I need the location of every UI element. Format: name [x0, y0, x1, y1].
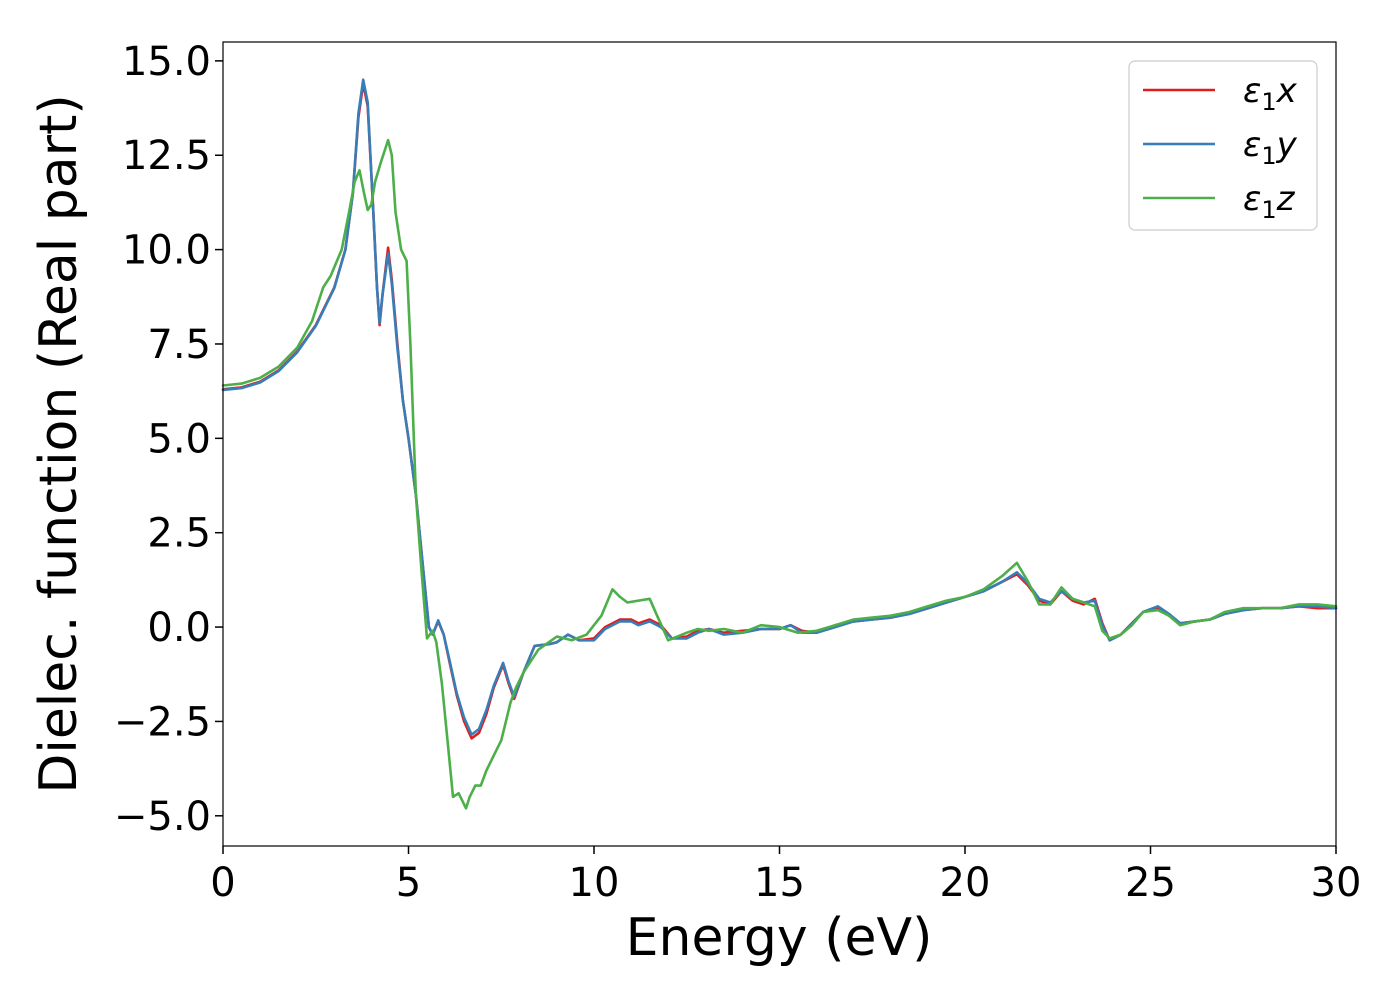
- series-line-y: [221, 78, 1338, 736]
- x-axis-label: Energy (eV): [626, 908, 933, 968]
- x-tick-label: 30: [1311, 860, 1362, 906]
- x-tick-label: 25: [1125, 860, 1176, 906]
- series-line-z: [221, 138, 1338, 810]
- y-tick-label: 5.0: [147, 416, 211, 462]
- y-tick-label: 15.0: [122, 39, 211, 85]
- x-axis-ticks: 0 5 10 15 20 25 30: [210, 846, 1361, 906]
- y-tick-label: 10.0: [122, 228, 211, 274]
- y-axis-ticks: −5.0 −2.5 0.0 2.5 5.0 7.5 10.0 12.5 15.0: [114, 39, 223, 840]
- legend-label-z: ε1z: [1243, 179, 1296, 224]
- x-tick-label: 5: [396, 860, 421, 906]
- y-tick-label: 12.5: [122, 133, 211, 179]
- legend-box: [1128, 60, 1318, 231]
- x-tick-label: 20: [940, 860, 991, 906]
- y-tick-label: 0.0: [147, 605, 211, 651]
- legend: ε1x ε1y ε1z: [1128, 60, 1318, 231]
- y-tick-label: 7.5: [147, 322, 211, 368]
- y-tick-label: −2.5: [114, 699, 211, 745]
- series-group: [221, 78, 1338, 810]
- y-tick-label: −5.0: [114, 794, 211, 840]
- legend-label-y: ε1y: [1243, 125, 1298, 170]
- x-tick-label: 15: [754, 860, 805, 906]
- y-axis-label: Dielec. function (Real part): [29, 94, 89, 793]
- x-tick-label: 0: [210, 860, 235, 906]
- y-tick-label: 2.5: [147, 511, 211, 557]
- x-tick-label: 10: [569, 860, 620, 906]
- legend-label-x: ε1x: [1243, 71, 1298, 116]
